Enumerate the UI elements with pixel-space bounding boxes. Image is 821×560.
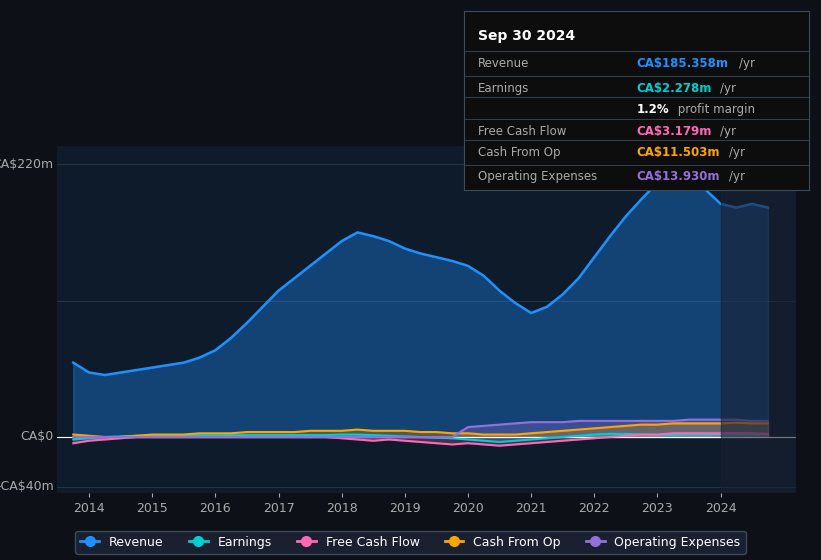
Legend: Revenue, Earnings, Free Cash Flow, Cash From Op, Operating Expenses: Revenue, Earnings, Free Cash Flow, Cash … [76, 531, 745, 554]
Text: Cash From Op: Cash From Op [478, 146, 560, 159]
Text: profit margin: profit margin [673, 103, 754, 116]
Text: Operating Expenses: Operating Expenses [478, 170, 597, 183]
Text: 1.2%: 1.2% [636, 103, 669, 116]
Text: CA$0: CA$0 [21, 431, 54, 444]
Text: CA$185.358m: CA$185.358m [636, 57, 728, 69]
Text: CA$3.179m: CA$3.179m [636, 125, 712, 138]
Text: CA$11.503m: CA$11.503m [636, 146, 720, 159]
Text: CA$13.930m: CA$13.930m [636, 170, 720, 183]
Text: Free Cash Flow: Free Cash Flow [478, 125, 566, 138]
Text: CA$220m: CA$220m [0, 158, 54, 171]
Text: /yr: /yr [729, 170, 745, 183]
Text: /yr: /yr [720, 82, 736, 95]
Bar [721, 146, 796, 493]
Text: /yr: /yr [720, 125, 736, 138]
Text: Sep 30 2024: Sep 30 2024 [478, 29, 575, 43]
Text: Earnings: Earnings [478, 82, 529, 95]
Text: Revenue: Revenue [478, 57, 529, 69]
Text: CA$2.278m: CA$2.278m [636, 82, 712, 95]
Text: /yr: /yr [739, 57, 754, 69]
Text: -CA$40m: -CA$40m [0, 480, 54, 493]
Text: /yr: /yr [729, 146, 745, 159]
